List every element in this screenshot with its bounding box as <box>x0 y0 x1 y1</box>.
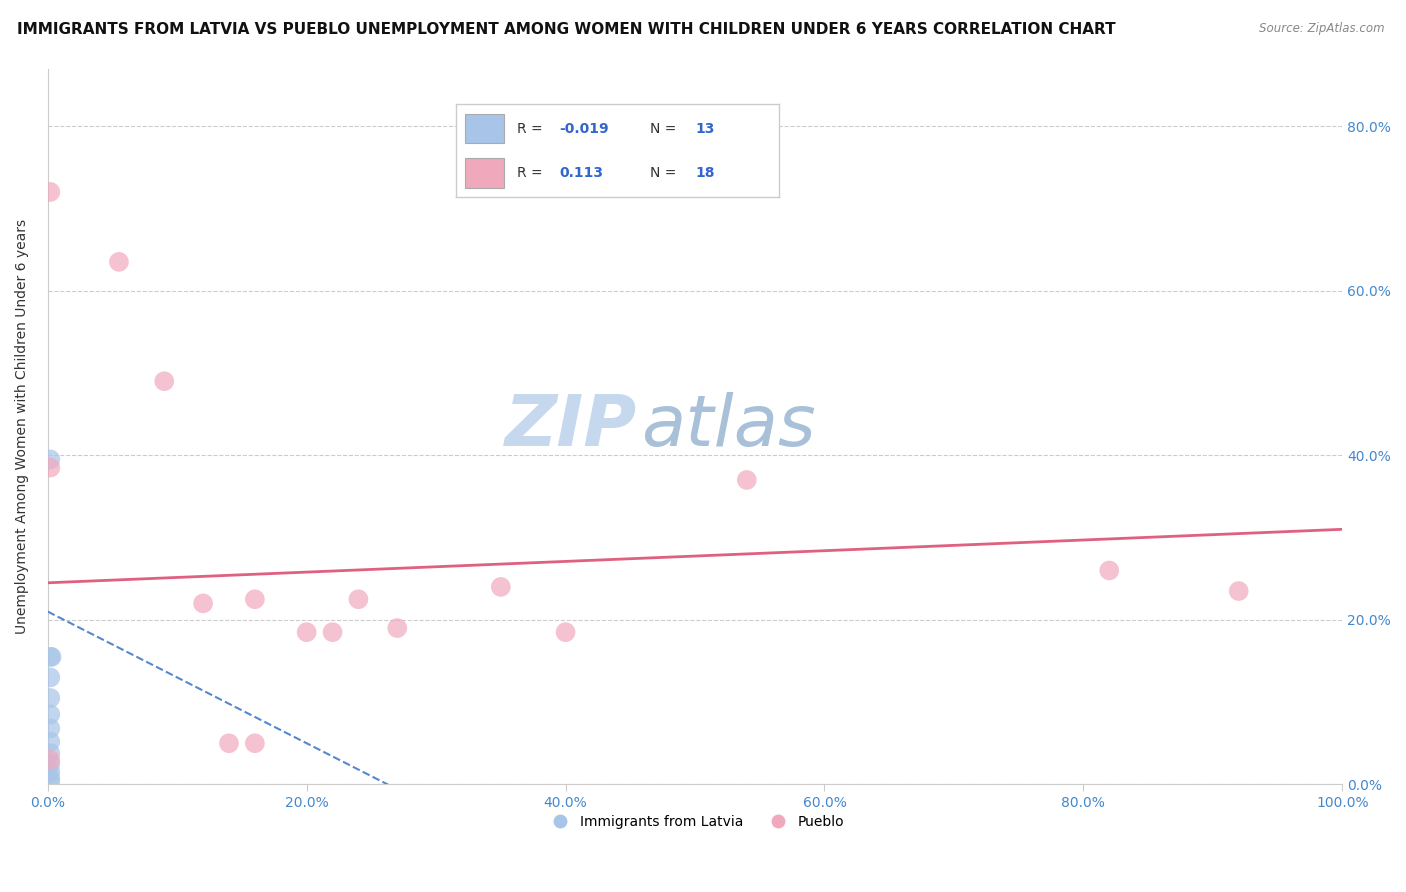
Point <box>39 753 62 767</box>
Point <box>387 621 409 635</box>
Point <box>191 596 214 610</box>
Point <box>322 625 344 640</box>
Point <box>39 722 62 736</box>
Text: ZIP: ZIP <box>505 392 637 461</box>
Point <box>39 707 62 722</box>
Y-axis label: Unemployment Among Women with Children Under 6 years: Unemployment Among Women with Children U… <box>15 219 30 634</box>
Point <box>1227 584 1250 599</box>
Point <box>1098 564 1121 578</box>
Point <box>243 736 266 750</box>
Point <box>39 185 62 199</box>
Point <box>39 775 62 789</box>
Point <box>39 670 62 684</box>
Point <box>39 734 62 748</box>
Point <box>735 473 758 487</box>
Point <box>39 691 62 706</box>
Point <box>39 771 62 785</box>
Point <box>243 592 266 607</box>
Point <box>39 756 62 771</box>
Point <box>554 625 576 640</box>
Point <box>295 625 318 640</box>
Text: IMMIGRANTS FROM LATVIA VS PUEBLO UNEMPLOYMENT AMONG WOMEN WITH CHILDREN UNDER 6 : IMMIGRANTS FROM LATVIA VS PUEBLO UNEMPLO… <box>17 22 1115 37</box>
Text: atlas: atlas <box>641 392 815 461</box>
Point <box>39 765 62 780</box>
Point <box>39 649 62 664</box>
Point <box>489 580 512 594</box>
Point <box>41 649 63 664</box>
Point <box>39 460 62 475</box>
Point <box>153 374 176 388</box>
Point <box>39 452 62 467</box>
Point <box>108 255 131 269</box>
Point <box>39 746 62 760</box>
Legend: Immigrants from Latvia, Pueblo: Immigrants from Latvia, Pueblo <box>541 810 849 835</box>
Point <box>347 592 370 607</box>
Text: Source: ZipAtlas.com: Source: ZipAtlas.com <box>1260 22 1385 36</box>
Point <box>218 736 240 750</box>
